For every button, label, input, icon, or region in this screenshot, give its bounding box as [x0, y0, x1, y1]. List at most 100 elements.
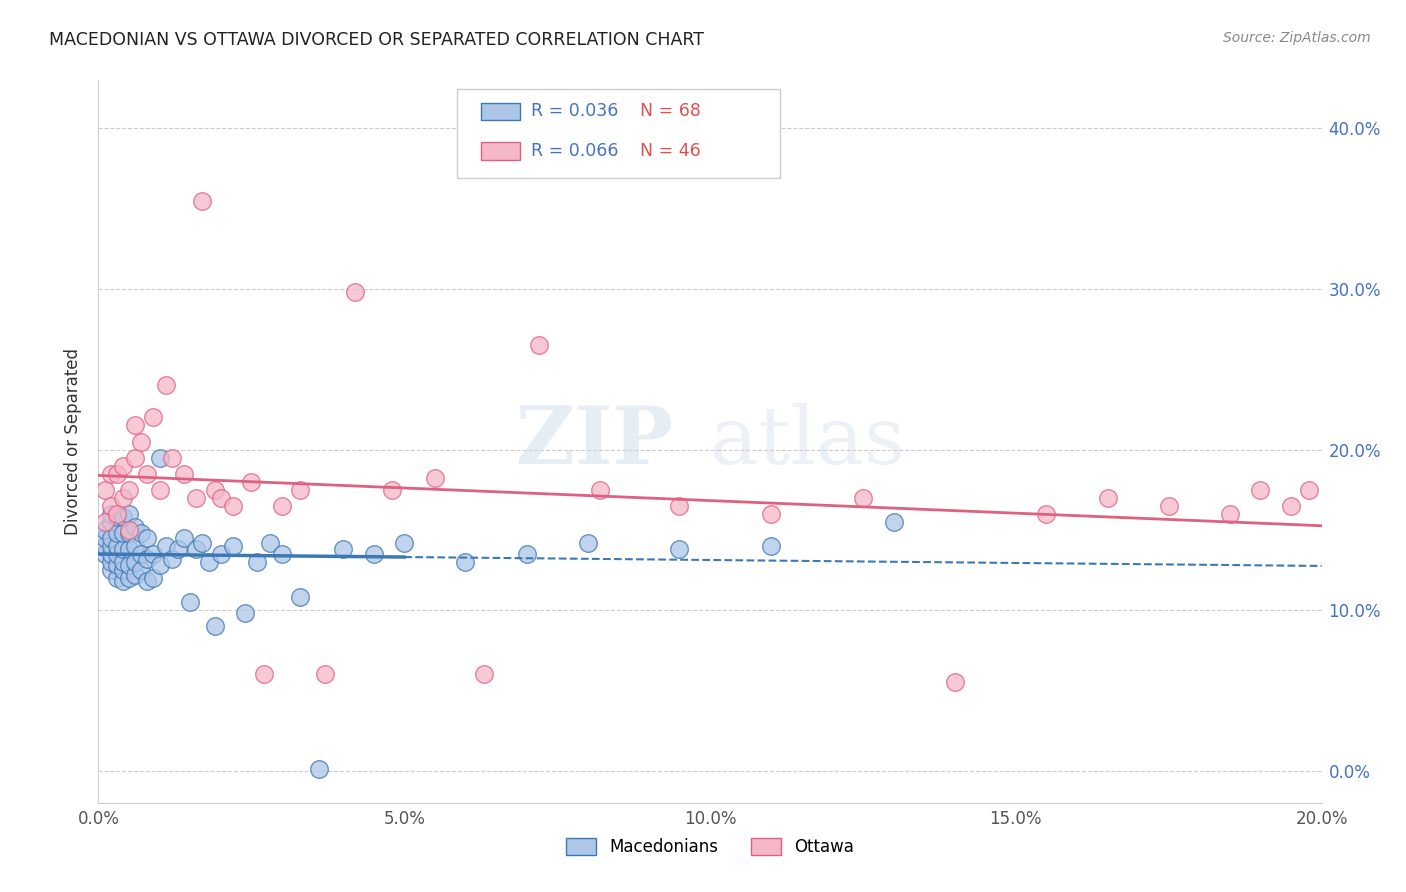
Point [290, 591, 312, 605]
Point [222, 539, 245, 553]
Point [173, 467, 195, 481]
Point [93, 539, 115, 553]
Point [105, 558, 128, 573]
Point [100, 499, 122, 513]
Point [105, 539, 128, 553]
Text: atlas: atlas [710, 402, 905, 481]
Point [155, 539, 177, 553]
Point [527, 338, 550, 352]
Point [124, 539, 146, 553]
Point [93, 483, 115, 497]
Point [129, 547, 152, 561]
Point [363, 547, 385, 561]
Point [270, 547, 292, 561]
Point [191, 194, 214, 208]
Point [222, 499, 245, 513]
Point [111, 542, 134, 557]
Text: R = 0.036: R = 0.036 [531, 103, 619, 120]
Point [129, 434, 152, 449]
Point [124, 519, 146, 533]
Point [589, 483, 612, 497]
Point [233, 607, 256, 621]
Point [270, 499, 292, 513]
Point [118, 542, 141, 557]
Point [209, 547, 232, 561]
Point [111, 555, 134, 569]
Point [100, 507, 122, 521]
Point [100, 555, 122, 569]
Point [179, 595, 201, 609]
Point [191, 535, 214, 549]
Point [93, 523, 115, 537]
Point [142, 410, 165, 425]
Point [1097, 491, 1119, 505]
Point [155, 378, 177, 392]
Point [105, 547, 128, 561]
Point [943, 675, 966, 690]
Point [759, 507, 782, 521]
Point [100, 547, 122, 561]
Point [118, 526, 141, 541]
Point [1279, 499, 1302, 513]
Point [129, 563, 152, 577]
Point [252, 667, 274, 681]
Point [124, 555, 146, 569]
Point [204, 483, 226, 497]
Point [1249, 483, 1271, 497]
Point [314, 667, 336, 681]
Point [100, 467, 122, 481]
Point [197, 555, 219, 569]
Point [105, 571, 128, 585]
Point [392, 535, 416, 549]
Y-axis label: Divorced or Separated: Divorced or Separated [65, 348, 83, 535]
Point [93, 547, 115, 561]
Point [105, 510, 128, 524]
Point [93, 515, 115, 529]
Point [149, 450, 172, 465]
Point [668, 499, 690, 513]
Point [290, 483, 312, 497]
Point [308, 762, 330, 776]
Point [1157, 499, 1180, 513]
Point [105, 467, 128, 481]
Point [204, 619, 226, 633]
Point [1219, 507, 1241, 521]
Point [129, 526, 152, 541]
Point [111, 574, 134, 589]
Point [576, 535, 599, 549]
Point [1035, 507, 1057, 521]
Point [118, 571, 141, 585]
Point [852, 491, 875, 505]
Point [173, 531, 195, 545]
Point [100, 539, 122, 553]
Point [142, 571, 165, 585]
Text: R = 0.066: R = 0.066 [531, 142, 619, 160]
Point [240, 475, 263, 489]
Point [136, 574, 159, 589]
Point [246, 555, 269, 569]
Point [454, 555, 477, 569]
Point [472, 667, 495, 681]
Point [259, 535, 281, 549]
Point [124, 450, 146, 465]
Point [136, 531, 159, 545]
Point [100, 531, 122, 545]
Text: N = 68: N = 68 [640, 103, 700, 120]
Point [111, 526, 134, 541]
Point [124, 567, 146, 582]
Point [136, 467, 159, 481]
Point [1298, 483, 1320, 497]
Point [111, 491, 134, 505]
Text: MACEDONIAN VS OTTAWA DIVORCED OR SEPARATED CORRELATION CHART: MACEDONIAN VS OTTAWA DIVORCED OR SEPARAT… [49, 31, 704, 49]
Point [136, 551, 159, 566]
Point [118, 523, 141, 537]
Point [100, 563, 122, 577]
Point [111, 563, 134, 577]
Point [883, 515, 905, 529]
Point [105, 507, 128, 521]
Text: Source: ZipAtlas.com: Source: ZipAtlas.com [1223, 31, 1371, 45]
Point [759, 539, 782, 553]
Point [111, 510, 134, 524]
Point [167, 542, 190, 557]
Point [381, 483, 404, 497]
